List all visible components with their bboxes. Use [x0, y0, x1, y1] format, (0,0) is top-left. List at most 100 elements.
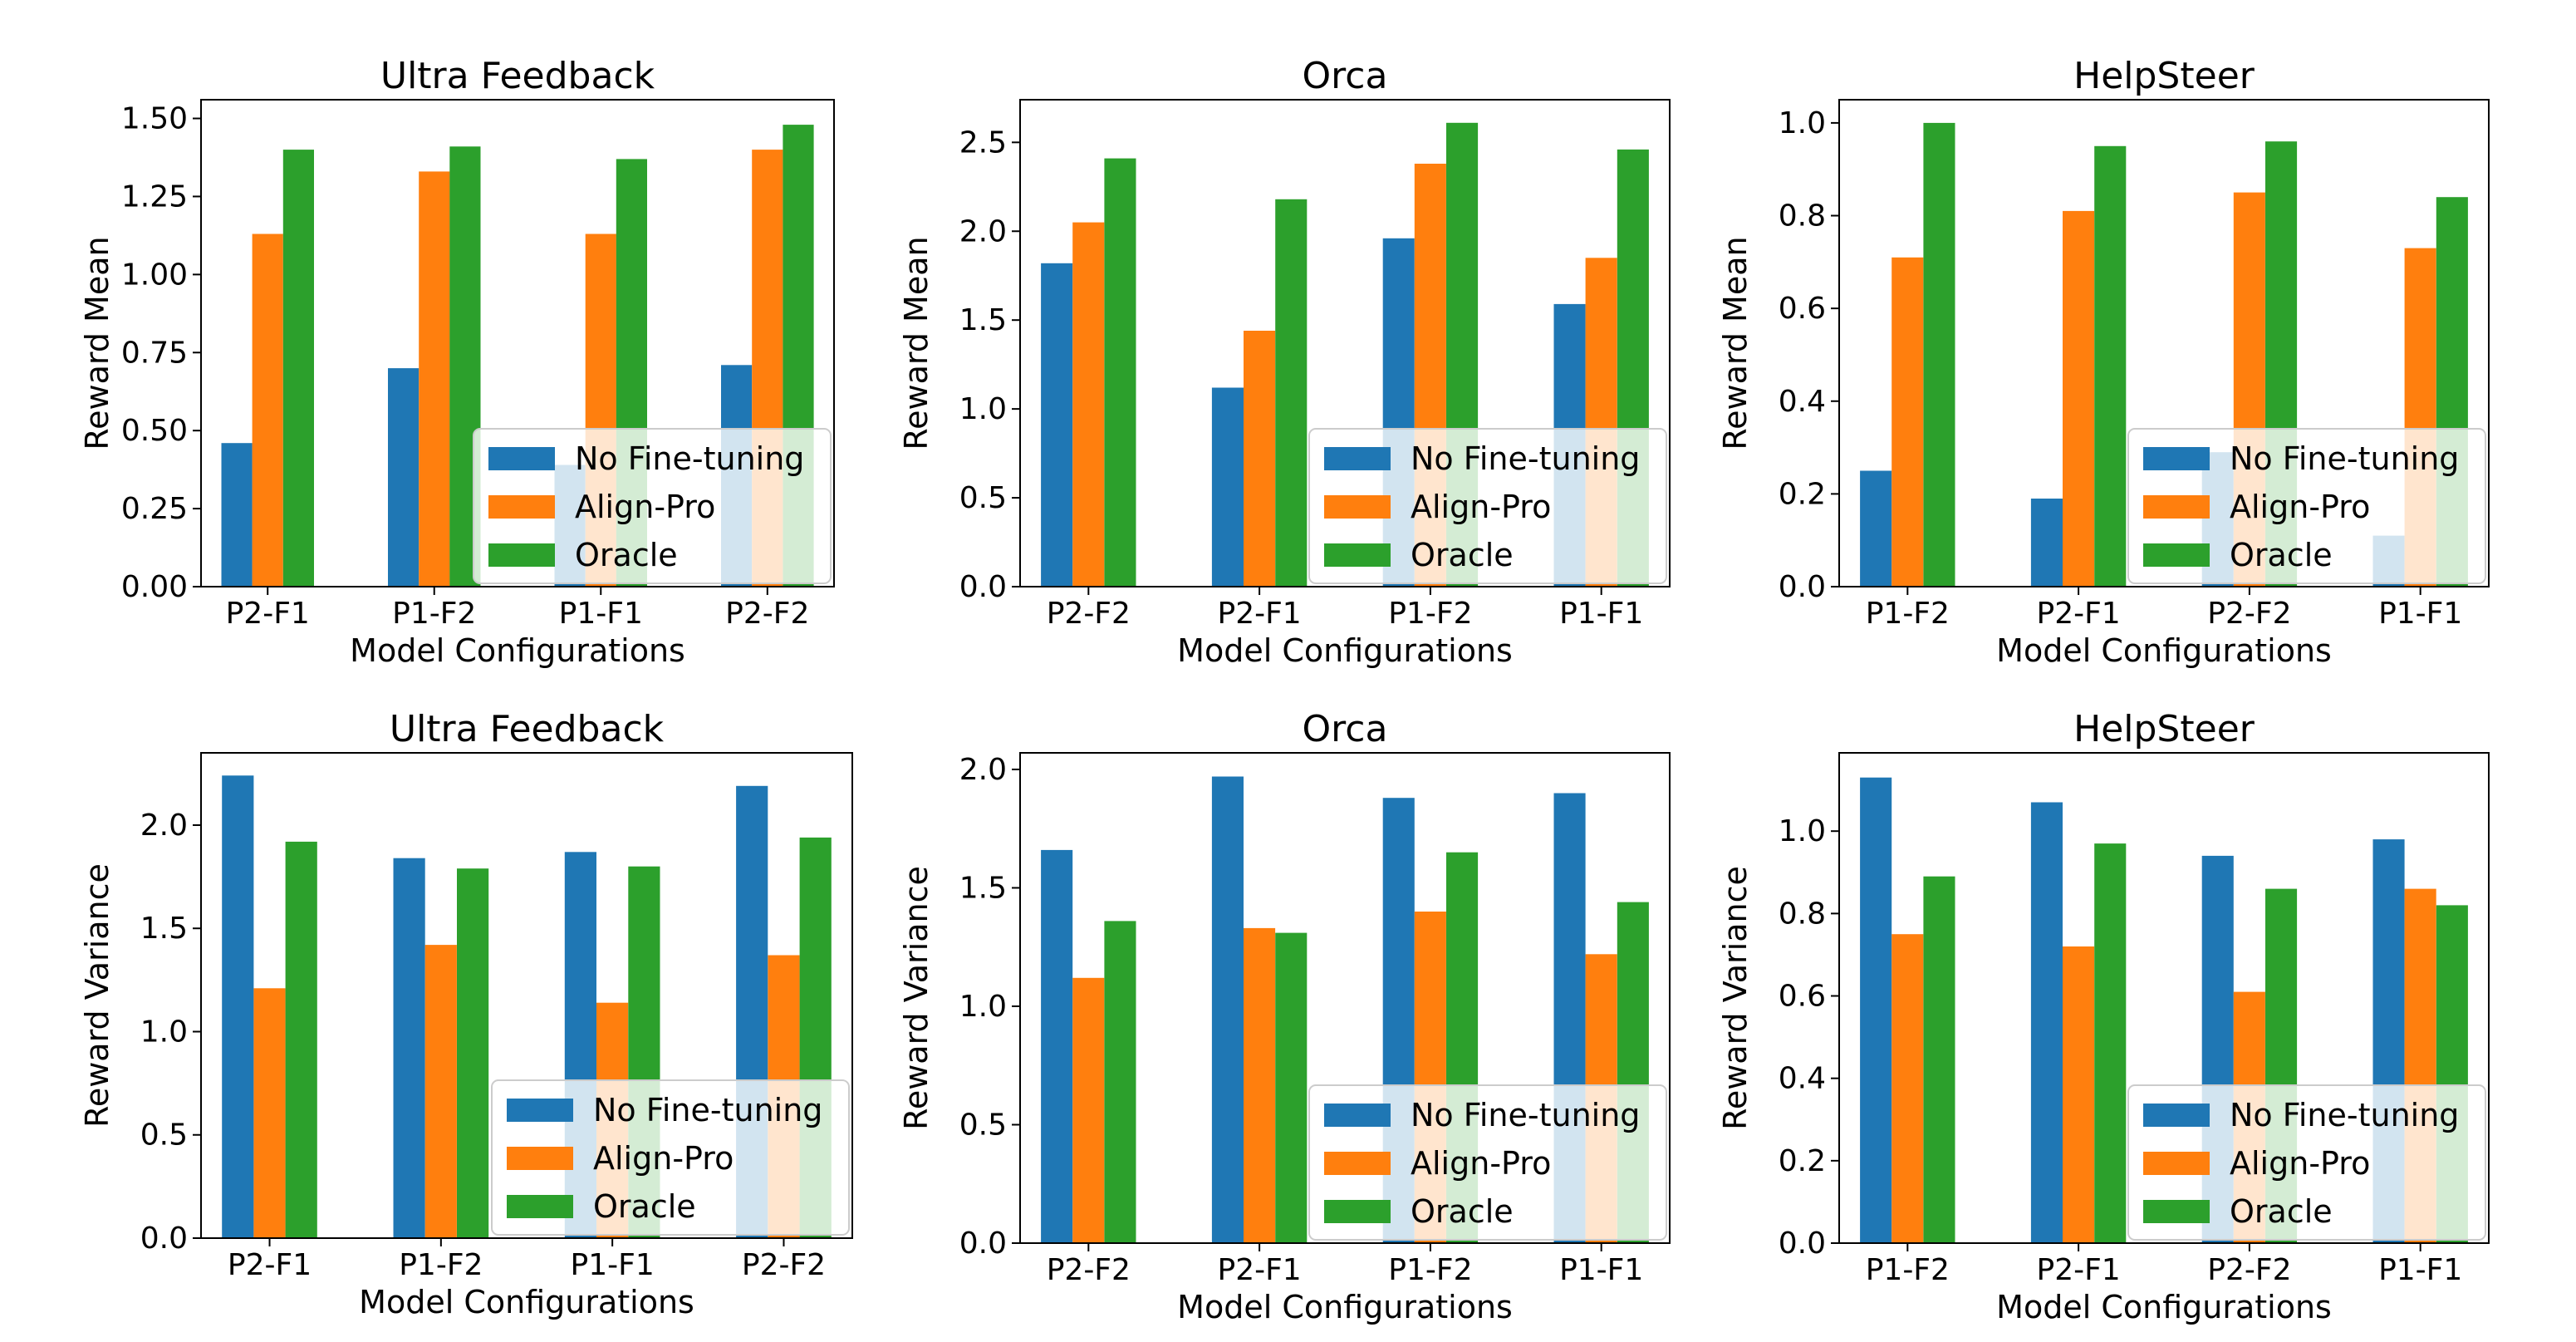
legend: No Fine-tuning Align-Pro Oracle [1308, 428, 1667, 584]
legend-box [2127, 428, 2486, 584]
panel-title: HelpSteer [2073, 708, 2255, 750]
bar-oracle-2 [1275, 932, 1308, 1243]
y-tick-label: 2.0 [959, 753, 1007, 787]
legend-swatch-no-finetuning [488, 447, 555, 470]
legend-label-oracle: Oracle [593, 1188, 696, 1225]
bar-no-finetuning-2 [393, 858, 425, 1238]
y-axis-label: Reward Variance [898, 866, 935, 1130]
legend-swatch-no-finetuning [507, 1099, 573, 1122]
y-tick-label: 0.5 [959, 481, 1007, 515]
bar-align-pro-2 [1244, 927, 1276, 1243]
legend-label-no-finetuning: No Fine-tuning [575, 440, 804, 477]
y-tick-label: 1.25 [121, 179, 188, 214]
legend: No Fine-tuning Align-Pro Oracle [1308, 1084, 1667, 1241]
y-tick-label: 0.6 [1779, 980, 1826, 1014]
plot-frame [1019, 99, 1671, 587]
bar-align-pro-1 [1072, 977, 1105, 1243]
legend-box [1308, 428, 1667, 584]
x-axis-label: Model Configurations [1177, 1289, 1513, 1325]
bar-align-pro-1 [1892, 257, 1924, 587]
y-tick-label: 0.0 [1779, 1226, 1826, 1261]
y-tick-label: 1.0 [959, 392, 1007, 426]
y-tick-label: 0.8 [1779, 897, 1826, 931]
legend-label-no-finetuning: No Fine-tuning [1411, 1097, 1640, 1133]
x-tick-label: P2-F2 [2207, 597, 2291, 631]
y-tick-label: 2.0 [140, 809, 188, 843]
x-tick-label: P1-F2 [1866, 597, 1950, 631]
bar-align-pro-1 [1892, 934, 1924, 1243]
bar-align-pro-2 [2063, 210, 2095, 587]
bar-oracle-1 [282, 150, 314, 587]
legend-swatch-align-pro [1324, 1152, 1391, 1175]
y-axis-label: Reward Mean [1717, 236, 1754, 450]
bar-oracle-1 [285, 841, 317, 1238]
y-tick-label: 0.25 [121, 492, 188, 526]
plot-frame [1838, 752, 2490, 1244]
bar-oracle-2 [457, 868, 489, 1238]
legend: No Fine-tuning Align-Pro Oracle [2127, 428, 2486, 584]
y-tick-label: 0.4 [1779, 1062, 1826, 1096]
y-tick-label: 0.5 [959, 1108, 1007, 1142]
bar-no-finetuning-2 [1211, 776, 1244, 1243]
x-axis-label: Model Configurations [350, 632, 685, 669]
y-tick-label: 0.0 [140, 1222, 188, 1256]
panel-title: HelpSteer [2073, 55, 2255, 97]
y-tick-label: 0.6 [1779, 292, 1826, 326]
panel-6: 0.0 0.2 0.4 0.6 0.8 1.0 P1-F2 P2-F1 P2-F2 P1-F1 He… [1717, 708, 2490, 1325]
legend-box [1308, 1084, 1667, 1241]
plot-frame [200, 99, 835, 587]
y-tick-label: 0.50 [121, 414, 188, 448]
y-tick-label: 0.2 [1779, 1144, 1826, 1178]
legend-box [491, 1079, 850, 1236]
x-tick-label: P2-F1 [228, 1248, 312, 1282]
bar-no-finetuning-1 [1860, 470, 1892, 587]
y-tick-label: 1.0 [140, 1015, 188, 1049]
x-axis-label: Model Configurations [359, 1284, 694, 1320]
bar-align-pro-2 [2063, 946, 2095, 1243]
legend-swatch-no-finetuning [2143, 1104, 2210, 1127]
x-tick-label: P1-F1 [571, 1248, 655, 1282]
x-tick-label: P2-F1 [1217, 597, 1301, 631]
legend-swatch-no-finetuning [2143, 447, 2210, 470]
bar-align-pro-2 [419, 171, 450, 587]
bar-no-finetuning-1 [221, 443, 253, 587]
x-tick-label: P1-F1 [1559, 597, 1643, 631]
x-tick-label: P1-F2 [399, 1248, 483, 1282]
legend-swatch-no-finetuning [1324, 447, 1391, 470]
bar-align-pro-1 [1072, 222, 1105, 587]
legend-swatch-align-pro [2143, 495, 2210, 519]
y-axis-label: Reward Mean [898, 236, 935, 450]
x-tick-label: P2-F2 [1047, 597, 1131, 631]
legend-label-oracle: Oracle [575, 537, 678, 573]
legend-swatch-no-finetuning [1324, 1104, 1391, 1127]
legend-swatch-align-pro [507, 1147, 573, 1170]
x-tick-label: P2-F2 [742, 1248, 826, 1282]
y-tick-label: 1.50 [121, 102, 188, 136]
y-tick-label: 2.0 [959, 214, 1007, 248]
legend: No Fine-tuning Align-Pro Oracle [473, 428, 832, 584]
x-tick-label: P1-F1 [2378, 1253, 2462, 1287]
y-tick-label: 1.5 [959, 871, 1007, 905]
bar-no-finetuning-2 [2030, 802, 2063, 1243]
bar-oracle-1 [1923, 876, 1955, 1243]
legend-label-no-finetuning: No Fine-tuning [2230, 1097, 2459, 1133]
legend-swatch-oracle [1324, 1200, 1391, 1223]
y-tick-label: 1.0 [959, 990, 1007, 1024]
x-tick-label: P1-F2 [1388, 597, 1472, 631]
x-tick-label: P2-F2 [725, 597, 809, 631]
bar-no-finetuning-1 [1041, 263, 1073, 587]
legend-label-align-pro: Align-Pro [2230, 1145, 2370, 1182]
y-tick-label: 1.5 [959, 303, 1007, 337]
x-axis-label: Model Configurations [1996, 1289, 2332, 1325]
bar-oracle-1 [1923, 122, 1955, 587]
x-axis-label: Model Configurations [1177, 632, 1513, 669]
y-tick-label: 1.5 [140, 912, 188, 946]
plot-frame [1838, 99, 2490, 587]
y-tick-label: 0.75 [121, 336, 188, 370]
legend-label-oracle: Oracle [2230, 1193, 2333, 1230]
bar-oracle-1 [1104, 921, 1136, 1243]
bar-no-finetuning-2 [388, 368, 420, 587]
legend-label-no-finetuning: No Fine-tuning [1411, 440, 1640, 477]
y-tick-label: 0.0 [1779, 570, 1826, 604]
x-tick-label: P1-F1 [2378, 597, 2462, 631]
